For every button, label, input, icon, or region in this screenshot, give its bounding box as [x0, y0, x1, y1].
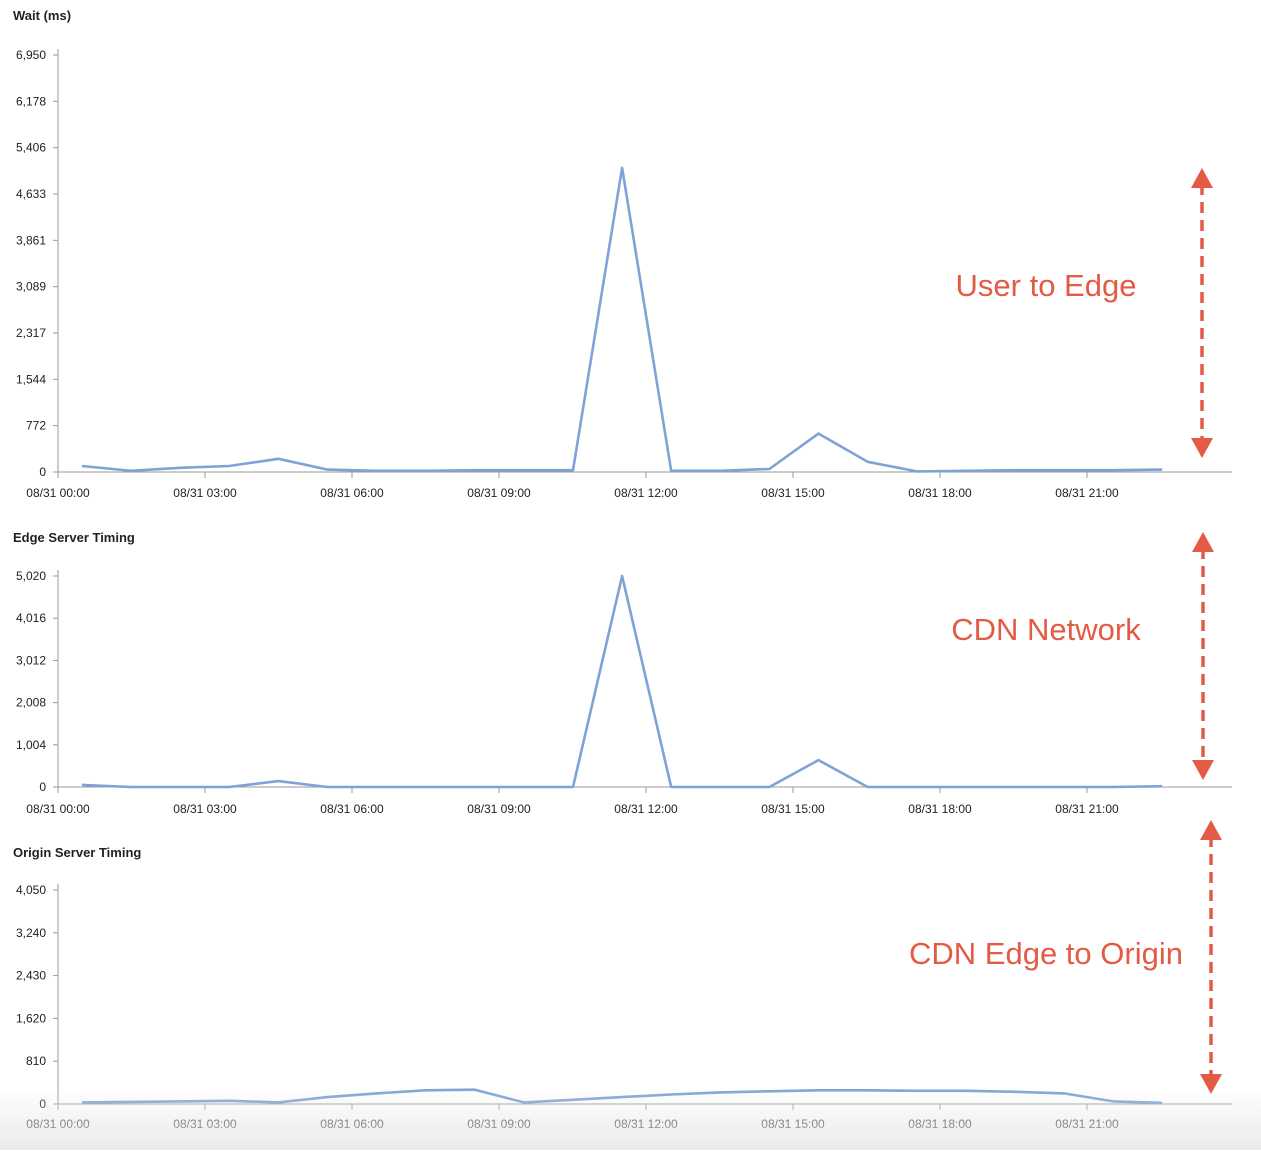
x-tick-label: 08/31 06:00 — [320, 802, 384, 816]
x-tick-label: 08/31 12:00 — [614, 802, 678, 816]
x-tick-label: 08/31 15:00 — [761, 1117, 825, 1131]
x-tick-label: 08/31 12:00 — [614, 486, 678, 500]
arrow-down-head — [1191, 438, 1213, 458]
y-tick-label: 1,544 — [16, 372, 46, 386]
arrow-up-head — [1200, 820, 1222, 840]
y-tick-label: 772 — [26, 419, 46, 433]
x-tick-label: 08/31 09:00 — [467, 802, 531, 816]
y-tick-label: 3,861 — [16, 233, 46, 247]
annotation-label: CDN Network — [951, 612, 1141, 647]
y-tick-label: 6,178 — [16, 94, 46, 108]
y-tick-label: 1,620 — [16, 1011, 46, 1025]
x-tick-label: 08/31 00:00 — [26, 486, 90, 500]
y-tick-label: 3,012 — [16, 653, 46, 667]
chart-panel-1: Wait (ms) 0 772 1,544 2,317 3,089 3,861 4,633 5,… — [13, 8, 1232, 500]
x-tick-label: 08/31 06:00 — [320, 1117, 384, 1131]
x-tick-label: 08/31 03:00 — [173, 486, 237, 500]
arrow-up-head — [1191, 168, 1213, 188]
y-tick-label: 3,089 — [16, 280, 46, 294]
x-tick-label: 08/31 06:00 — [320, 486, 384, 500]
y-tick-label: 5,020 — [16, 569, 46, 583]
arrow-up-head — [1192, 532, 1214, 552]
chart-title: Edge Server Timing — [13, 530, 135, 545]
y-tick-label: 2,008 — [16, 696, 46, 710]
arrow-down-head — [1192, 760, 1214, 780]
y-tick-label: 810 — [26, 1054, 46, 1068]
chart-panel-2: Edge Server Timing 0 1,004 2,008 3,012 4,016 5… — [13, 530, 1232, 816]
x-tick-label: 08/31 00:00 — [26, 1117, 90, 1131]
annotation-label: User to Edge — [956, 268, 1137, 303]
arrow-down-head — [1200, 1074, 1222, 1094]
y-tick-label: 3,240 — [16, 926, 46, 940]
series-line — [81, 574, 1163, 789]
y-tick-label: 1,004 — [16, 738, 46, 752]
annotation-label: CDN Edge to Origin — [909, 936, 1183, 971]
x-tick-label: 08/31 21:00 — [1055, 802, 1119, 816]
x-tick-label: 08/31 00:00 — [26, 802, 90, 816]
x-tick-label: 08/31 18:00 — [908, 486, 972, 500]
y-tick-label: 0 — [39, 780, 46, 794]
y-tick-label: 2,430 — [16, 969, 46, 983]
x-tick-label: 08/31 09:00 — [467, 1117, 531, 1131]
x-tick-label: 08/31 21:00 — [1055, 1117, 1119, 1131]
x-tick-label: 08/31 18:00 — [908, 1117, 972, 1131]
x-tick-label: 08/31 12:00 — [614, 1117, 678, 1131]
series-line — [81, 166, 1163, 473]
y-tick-label: 4,016 — [16, 611, 46, 625]
chart-title: Wait (ms) — [13, 8, 71, 23]
x-tick-label: 08/31 15:00 — [761, 802, 825, 816]
y-tick-label: 5,406 — [16, 141, 46, 155]
chart-panel-3: Origin Server Timing 0 810 1,620 2,430 3,240 4… — [13, 820, 1232, 1131]
x-tick-label: 08/31 21:00 — [1055, 486, 1119, 500]
y-tick-label: 0 — [39, 465, 46, 479]
y-tick-label: 4,050 — [16, 883, 46, 897]
x-tick-label: 08/31 03:00 — [173, 802, 237, 816]
y-tick-label: 2,317 — [16, 326, 46, 340]
x-tick-label: 08/31 03:00 — [173, 1117, 237, 1131]
chart-title: Origin Server Timing — [13, 845, 141, 860]
y-tick-label: 6,950 — [16, 48, 46, 62]
x-tick-label: 08/31 09:00 — [467, 486, 531, 500]
y-tick-label: 4,633 — [16, 187, 46, 201]
y-tick-label: 0 — [39, 1097, 46, 1111]
x-tick-label: 08/31 18:00 — [908, 802, 972, 816]
series-line — [81, 1088, 1163, 1105]
x-tick-label: 08/31 15:00 — [761, 486, 825, 500]
